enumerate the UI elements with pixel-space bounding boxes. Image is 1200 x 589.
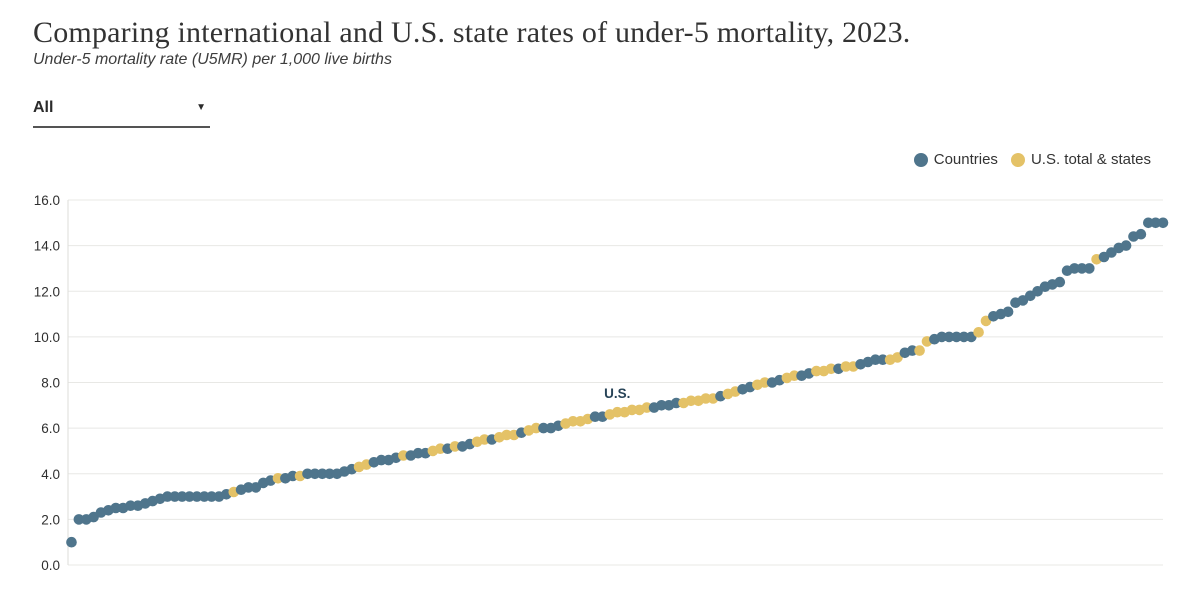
y-axis-tick-label: 14.0 [34,239,60,254]
us-state-dot[interactable] [479,434,490,445]
us-state-dot[interactable] [449,441,461,452]
us-state-dot[interactable] [700,393,712,404]
country-dot[interactable] [951,331,962,343]
chart-legend: Countries U.S. total & states [913,151,1151,168]
us-state-dot[interactable] [973,327,984,338]
country-dot[interactable] [184,491,195,502]
country-dot[interactable] [191,491,203,502]
country-dot[interactable] [199,491,210,502]
us-state-dot[interactable] [759,377,771,388]
country-dot[interactable] [73,514,85,525]
country-dot[interactable] [309,468,321,480]
legend-label: Countries [933,151,998,168]
country-dot[interactable] [538,422,549,434]
us-state-dot[interactable] [914,345,925,356]
filter-selected-value: All [33,99,54,116]
countries-swatch-icon [913,152,928,167]
y-axis-tick-label: 2.0 [41,512,60,527]
chevron-down-icon: ▼ [196,102,206,113]
country-dot[interactable] [110,502,122,514]
us-state-dot[interactable] [626,404,638,416]
country-dot[interactable] [412,447,424,459]
country-dot[interactable] [1054,276,1066,288]
country-dot[interactable] [317,468,328,480]
us-state-dot[interactable] [567,416,579,427]
us-state-dot[interactable] [811,365,822,377]
us-state-dot[interactable] [789,370,800,382]
us-state-dot[interactable] [530,422,542,434]
country-dot[interactable] [206,491,217,502]
legend-item-countries: Countries [913,151,998,168]
y-axis-tick-label: 6.0 [41,421,60,436]
country-dot[interactable] [1002,306,1014,318]
us-annotation-label: U.S. [604,386,630,401]
country-dot[interactable] [936,331,948,343]
country-dot[interactable] [1120,240,1132,251]
y-axis-tick-label: 0.0 [41,558,60,573]
country-dot[interactable] [1150,217,1161,229]
country-dot[interactable] [125,500,136,512]
y-axis-tick-label: 8.0 [41,376,60,391]
country-dot[interactable] [870,354,881,366]
y-axis-tick-label: 16.0 [34,193,60,208]
country-dot[interactable] [1084,263,1095,274]
country-dot[interactable] [243,482,254,493]
legend-item-us-total-states: U.S. total & states [1010,151,1151,168]
country-dot[interactable] [671,397,682,409]
country-dot[interactable] [162,491,173,502]
country-dot[interactable] [943,331,955,343]
us-total-states-swatch-icon [1010,152,1025,167]
us-state-dot[interactable] [612,406,623,418]
country-dot[interactable] [589,411,601,423]
chart-subtitle: Under-5 mortality rate (U5MR) per 1,000 … [33,51,392,68]
us-state-dot[interactable] [398,450,409,461]
filter-dropdown[interactable]: All ▼ [33,99,210,128]
country-dot[interactable] [1076,263,1088,274]
us-state-dot[interactable] [641,402,653,413]
country-dot[interactable] [287,470,299,482]
us-state-dot[interactable] [685,395,697,407]
country-dot[interactable] [1069,263,1080,274]
us-state-dot[interactable] [501,429,512,441]
page-title: Comparing international and U.S. state r… [33,16,911,50]
country-dot[interactable] [656,400,667,411]
country-dot[interactable] [376,454,387,466]
country-dot[interactable] [877,354,889,366]
country-dot[interactable] [1143,217,1154,229]
country-dot[interactable] [907,345,918,356]
country-dot[interactable] [169,491,181,502]
us-state-dot[interactable] [825,363,837,375]
country-dot[interactable] [1157,217,1169,229]
us-state-dot[interactable] [272,473,284,484]
country-dot[interactable] [302,468,313,480]
country-dot[interactable] [176,491,188,502]
country-dot[interactable] [66,536,77,548]
country-dot[interactable] [1135,228,1147,240]
legend-label: U.S. total & states [1030,151,1151,168]
us-state-dot[interactable] [840,361,852,372]
y-axis-tick-label: 4.0 [41,467,60,482]
us-state-dot[interactable] [435,443,446,455]
y-axis-tick-label: 12.0 [34,284,60,299]
y-axis-tick-label: 10.0 [34,330,60,345]
country-dot[interactable] [958,331,970,343]
country-dot[interactable] [324,468,335,480]
